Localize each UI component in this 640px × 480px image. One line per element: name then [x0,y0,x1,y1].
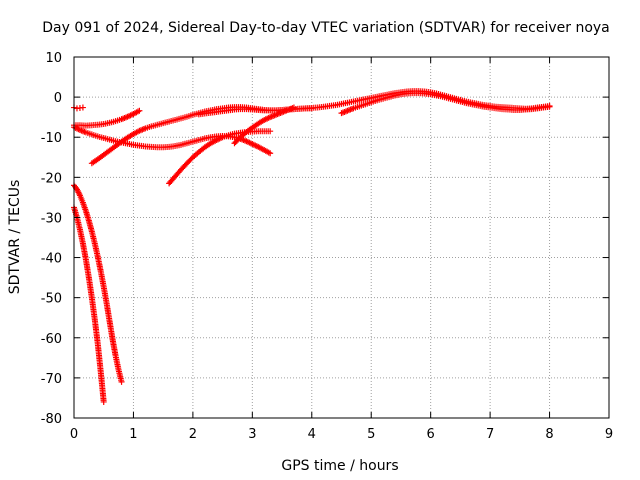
data-point-markers [166,128,274,187]
y-tick-label: -20 [41,171,62,186]
data-point-markers [338,90,553,117]
x-axis-label: GPS time / hours [281,458,398,474]
x-tick-label: 2 [189,427,197,442]
data-point-markers [71,104,86,112]
y-tick-label: -40 [41,252,62,267]
data-point-markers [71,124,274,157]
y-tick-label: -30 [41,211,62,226]
data-points [71,88,553,405]
series-track-5 [166,128,274,187]
x-tick-label: 8 [545,427,553,442]
series-track-8 [338,90,553,117]
y-tick-label: 0 [54,91,62,106]
series-track-9 [71,182,125,385]
y-tick-label: 10 [45,51,62,66]
y-tick-label: -10 [41,131,62,146]
x-tick-label: 7 [486,427,494,442]
axis-ticks: 0 1 2 3 4 5 6 7 8 9 10 0 -10 -20 -30 -40 -50 -60 -70 -80 [41,51,613,442]
y-tick-label: -60 [41,332,62,347]
series-track-1 [71,124,274,157]
plot-frame [73,56,610,419]
data-point-markers [71,204,107,405]
x-tick-label: 1 [129,427,137,442]
series-track-2 [71,107,143,129]
x-tick-label: 6 [427,427,435,442]
series-track-3 [71,104,86,112]
series-track-10 [71,204,107,405]
x-tick-label: 9 [605,427,613,442]
y-tick-label: -80 [41,412,62,427]
x-tick-label: 0 [70,427,78,442]
y-tick-label: -50 [41,292,62,307]
grid [74,57,609,418]
data-point-markers [71,107,143,129]
chart-title: Day 091 of 2024, Sidereal Day-to-day VTE… [42,20,610,36]
x-tick-label: 3 [248,427,256,442]
x-tick-label: 5 [367,427,375,442]
y-tick-label: -70 [41,372,62,387]
y-axis-label: SDTVAR / TECUs [7,180,23,295]
x-tick-label: 4 [308,427,316,442]
data-point-markers [71,182,125,385]
